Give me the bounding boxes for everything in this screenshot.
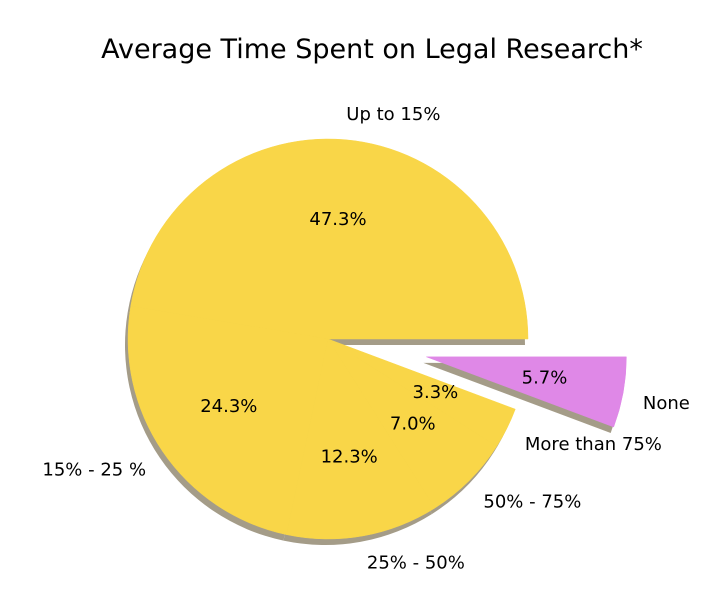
slice-25-50 [286, 338, 436, 540]
slice-more-than-75 [327, 338, 516, 447]
slice-percent-label-none: 5.7% [522, 368, 568, 389]
slice-category-label-up-to-15: Up to 15% [346, 104, 440, 125]
slice-category-label-none: None [643, 393, 690, 414]
slice-percent-label-25-50: 12.3% [321, 447, 378, 468]
slice-category-label-50-75: 50% - 75% [483, 491, 581, 512]
slice-category-label-15-25: 15% - 25 % [42, 460, 146, 481]
slice-up-to-15 [130, 138, 529, 340]
slice-category-label-25-50: 25% - 50% [367, 552, 465, 573]
pie-slices [127, 138, 627, 540]
chart-title: Average Time Spent on Legal Research* [101, 34, 643, 65]
slice-percent-label-up-to-15: 47.3% [309, 209, 366, 230]
slice-labels: 47.3% Up to 15% 24.3% 15% - 25 % 12.3% 25% - … [42, 104, 689, 573]
slice-percent-label-50-75: 7.0% [390, 413, 436, 434]
slice-percent-label-more-than-75: 3.3% [413, 382, 459, 403]
slice-category-label-more-than-75: More than 75% [525, 434, 662, 455]
slice-15-25 [127, 305, 329, 535]
slice-percent-label-15-25: 24.3% [200, 396, 257, 417]
slice-none [426, 356, 627, 428]
